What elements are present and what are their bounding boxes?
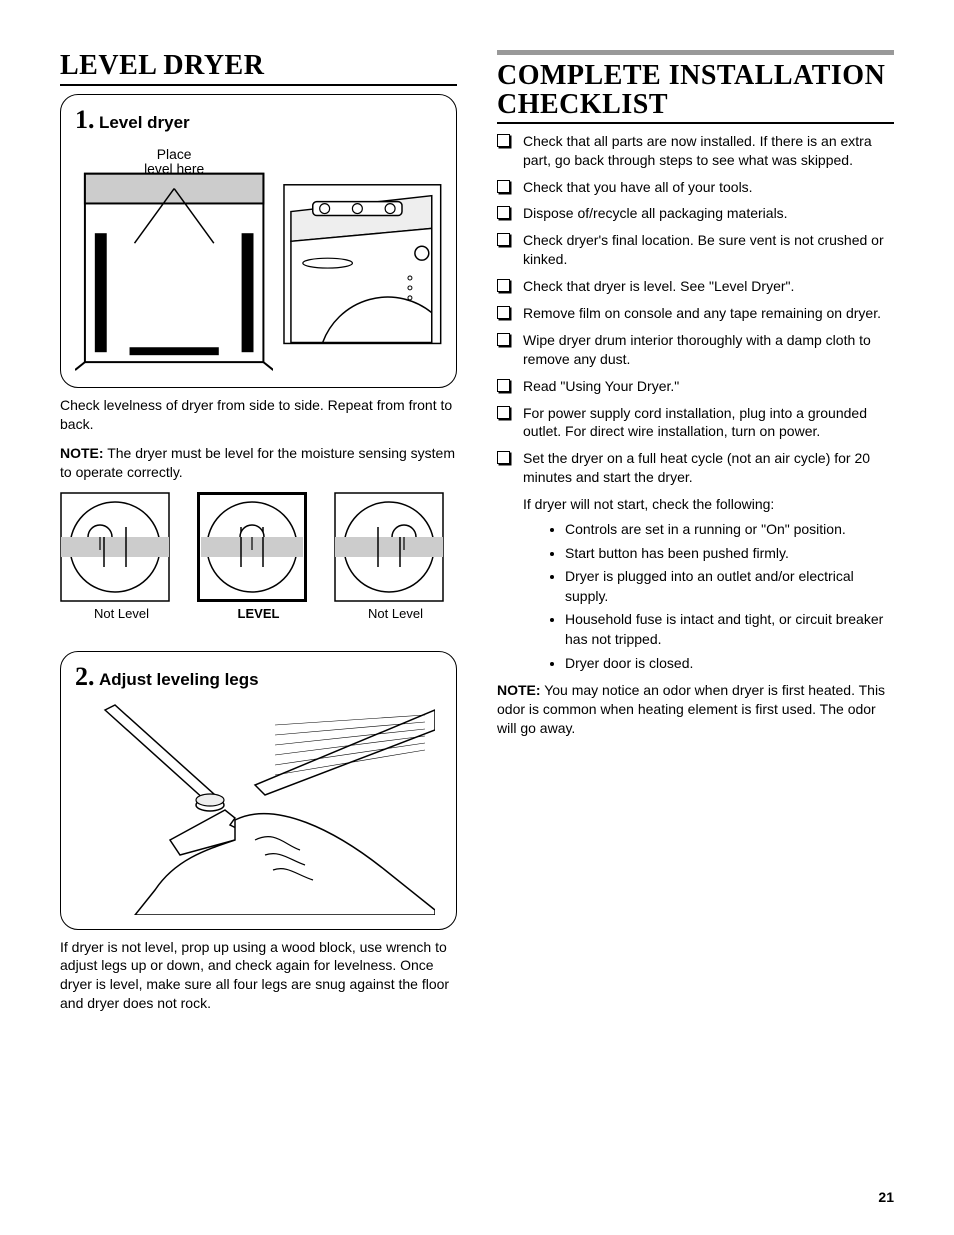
checkbox-icon <box>497 279 510 292</box>
checklist-title: COMPLETE INSTALLATION CHECKLIST <box>497 61 894 124</box>
level-caption-1: LEVEL <box>197 606 320 621</box>
step2-heading: 2. Adjust leveling legs <box>75 662 442 692</box>
check-item-7: Read "Using Your Dryer." <box>497 377 894 396</box>
step1-diagram: Place level here <box>75 143 442 373</box>
check-item-1: Check that you have all of your tools. <box>497 178 894 197</box>
checkbox-icon <box>497 180 510 193</box>
right-column: COMPLETE INSTALLATION CHECKLIST Check th… <box>497 50 894 1023</box>
right-note: NOTE: You may notice an odor when dryer … <box>497 681 894 738</box>
check-text-2: Dispose of/recycle all packaging materia… <box>523 205 788 221</box>
levels-row: Not Level LEVEL <box>60 492 457 621</box>
check-text-6: Wipe dryer drum interior thoroughly with… <box>523 332 871 367</box>
note-label: NOTE: <box>60 445 104 461</box>
bullet-2: Dryer is plugged into an outlet and/or e… <box>565 567 894 606</box>
check-item-6: Wipe dryer drum interior thoroughly with… <box>497 331 894 369</box>
check-item-5: Remove film on console and any tape rema… <box>497 304 894 323</box>
adjust-legs-icon <box>75 700 435 915</box>
check-item-2: Dispose of/recycle all packaging materia… <box>497 204 894 223</box>
checklist: Check that all parts are now installed. … <box>497 132 894 487</box>
check-item-4: Check that dryer is level. See "Level Dr… <box>497 277 894 296</box>
checkbox-icon <box>497 451 510 464</box>
check-text-1: Check that you have all of your tools. <box>523 179 753 195</box>
level-caption-0: Not Level <box>60 606 183 621</box>
step1-heading: 1. Level dryer <box>75 105 442 135</box>
check-item-3: Check dryer's final location. Be sure ve… <box>497 231 894 269</box>
right-note-text: You may notice an odor when dryer is fir… <box>497 682 885 736</box>
dryer-front-icon: Place level here <box>75 143 273 373</box>
after-list-text: If dryer will not start, check the follo… <box>523 495 894 514</box>
note-text: The dryer must be level for the moisture… <box>60 445 455 480</box>
page-number: 21 <box>878 1189 894 1205</box>
check-text-9: Set the dryer on a full heat cycle (not … <box>523 450 870 485</box>
dryer-perspective-icon <box>283 183 442 373</box>
step2-box: 2. Adjust leveling legs <box>60 651 457 930</box>
bubble-level-icon <box>197 492 307 602</box>
bullets: Controls are set in a running or "On" po… <box>565 520 894 673</box>
thick-rule <box>497 50 894 55</box>
step1-title: Level dryer <box>99 113 190 132</box>
checkbox-icon <box>497 233 510 246</box>
bubble-not-level-right-icon <box>334 492 444 602</box>
bubble-not-level-left-icon <box>60 492 170 602</box>
level-caption-2: Not Level <box>334 606 457 621</box>
bullet-0: Controls are set in a running or "On" po… <box>565 520 894 540</box>
check-text-5: Remove film on console and any tape rema… <box>523 305 881 321</box>
place-label-1: Place <box>157 146 192 162</box>
step1-note: NOTE: The dryer must be level for the mo… <box>60 444 457 482</box>
place-label-2: level here <box>144 161 204 177</box>
check-text-0: Check that all parts are now installed. … <box>523 133 872 168</box>
checkbox-icon <box>497 379 510 392</box>
left-column: LEVEL DRYER 1. Level dryer <box>60 50 457 1023</box>
checkbox-icon <box>497 134 510 147</box>
step1-check-text: Check levelness of dryer from side to si… <box>60 396 457 434</box>
step1-box: 1. Level dryer Place level here <box>60 94 457 388</box>
check-text-8: For power supply cord installation, plug… <box>523 405 867 440</box>
level-dryer-title: LEVEL DRYER <box>60 50 457 86</box>
checkbox-icon <box>497 333 510 346</box>
bullet-3: Household fuse is intact and tight, or c… <box>565 610 894 649</box>
level-item-1: LEVEL <box>197 492 320 621</box>
check-item-0: Check that all parts are now installed. … <box>497 132 894 170</box>
level-item-0: Not Level <box>60 492 183 621</box>
step1-number: 1. <box>75 105 95 134</box>
bullet-4: Dryer door is closed. <box>565 654 894 674</box>
right-note-label: NOTE: <box>497 682 541 698</box>
check-text-4: Check that dryer is level. See "Level Dr… <box>523 278 794 294</box>
checkbox-icon <box>497 406 510 419</box>
check-text-7: Read "Using Your Dryer." <box>523 378 679 394</box>
step2-text: If dryer is not level, prop up using a w… <box>60 938 457 1014</box>
checkbox-icon <box>497 206 510 219</box>
bullet-1: Start button has been pushed firmly. <box>565 544 894 564</box>
check-text-3: Check dryer's final location. Be sure ve… <box>523 232 884 267</box>
step2-title: Adjust leveling legs <box>99 670 259 689</box>
level-item-2: Not Level <box>334 492 457 621</box>
checkbox-icon <box>497 306 510 319</box>
step2-number: 2. <box>75 662 95 691</box>
check-item-8: For power supply cord installation, plug… <box>497 404 894 442</box>
check-item-9: Set the dryer on a full heat cycle (not … <box>497 449 894 487</box>
